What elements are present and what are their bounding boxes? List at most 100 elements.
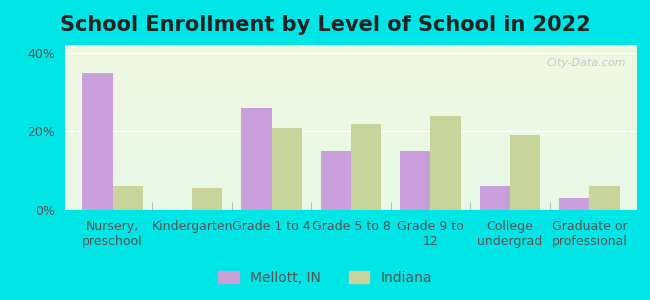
Bar — [65, 139, 637, 140]
Bar — [65, 51, 637, 52]
Bar — [65, 172, 637, 173]
Bar — [65, 90, 637, 91]
Bar — [65, 195, 637, 196]
Bar — [65, 178, 637, 179]
Bar — [65, 144, 637, 145]
Bar — [65, 47, 637, 48]
Bar — [65, 157, 637, 158]
Bar — [65, 165, 637, 166]
Bar — [65, 146, 637, 147]
Bar — [65, 118, 637, 119]
Bar — [65, 204, 637, 205]
Bar — [65, 137, 637, 138]
Bar — [65, 134, 637, 135]
Bar — [65, 57, 637, 58]
Bar — [65, 109, 637, 110]
Bar — [65, 75, 637, 76]
Bar — [65, 119, 637, 120]
Bar — [65, 181, 637, 182]
Bar — [65, 77, 637, 78]
Bar — [65, 97, 637, 98]
Bar — [65, 87, 637, 88]
Bar — [65, 140, 637, 141]
Bar — [65, 108, 637, 109]
Bar — [65, 59, 637, 60]
Bar — [65, 186, 637, 187]
Bar — [65, 114, 637, 115]
Bar — [65, 159, 637, 160]
Bar — [65, 175, 637, 176]
Bar — [65, 160, 637, 161]
Bar — [65, 63, 637, 64]
Bar — [65, 196, 637, 197]
Bar — [65, 117, 637, 118]
Bar — [65, 203, 637, 204]
Bar — [65, 124, 637, 125]
Bar — [65, 94, 637, 95]
Bar — [65, 150, 637, 151]
Bar — [65, 85, 637, 86]
Bar — [65, 206, 637, 207]
Bar — [65, 64, 637, 65]
Bar — [65, 81, 637, 82]
Bar — [65, 91, 637, 92]
Bar — [65, 179, 637, 180]
Bar — [65, 100, 637, 101]
Bar — [65, 62, 637, 63]
Bar — [65, 174, 637, 175]
Bar — [65, 154, 637, 155]
Bar — [400, 151, 430, 210]
Bar — [65, 190, 637, 191]
Bar — [65, 85, 637, 86]
Bar — [559, 198, 590, 210]
Bar — [65, 191, 637, 192]
Bar — [65, 82, 637, 83]
Bar — [65, 155, 637, 156]
Bar — [65, 161, 637, 162]
Bar — [65, 45, 637, 46]
Bar — [65, 96, 637, 97]
Bar — [65, 138, 637, 139]
Bar — [65, 176, 637, 177]
Bar — [65, 130, 637, 131]
Bar — [65, 187, 637, 188]
Bar — [65, 56, 637, 57]
Bar — [65, 71, 637, 72]
Bar — [65, 112, 637, 113]
Bar — [65, 49, 637, 50]
Bar — [65, 88, 637, 89]
Bar — [65, 199, 637, 200]
Bar — [65, 89, 637, 90]
Bar — [65, 193, 637, 194]
Bar — [65, 99, 637, 100]
Bar — [65, 183, 637, 184]
Bar — [65, 185, 637, 186]
Bar — [65, 118, 637, 119]
Bar — [65, 163, 637, 164]
Bar — [65, 180, 637, 181]
Text: School Enrollment by Level of School in 2022: School Enrollment by Level of School in … — [60, 15, 590, 35]
Bar — [65, 129, 637, 130]
Bar — [65, 103, 637, 104]
Bar — [65, 135, 637, 136]
Bar — [65, 116, 637, 117]
Bar — [65, 153, 637, 154]
Bar — [65, 122, 637, 123]
Bar — [65, 110, 637, 111]
Bar — [65, 83, 637, 84]
Bar — [65, 53, 637, 54]
Bar — [65, 194, 637, 195]
Bar — [65, 66, 637, 67]
Bar — [241, 108, 272, 210]
Bar — [480, 186, 510, 210]
Bar — [65, 113, 637, 114]
Bar — [65, 55, 637, 56]
Bar — [65, 120, 637, 121]
Bar — [65, 111, 637, 112]
Bar — [65, 201, 637, 202]
Bar — [65, 202, 637, 203]
Bar — [65, 84, 637, 85]
Bar — [510, 135, 540, 210]
Bar — [65, 48, 637, 49]
Bar — [65, 68, 637, 69]
